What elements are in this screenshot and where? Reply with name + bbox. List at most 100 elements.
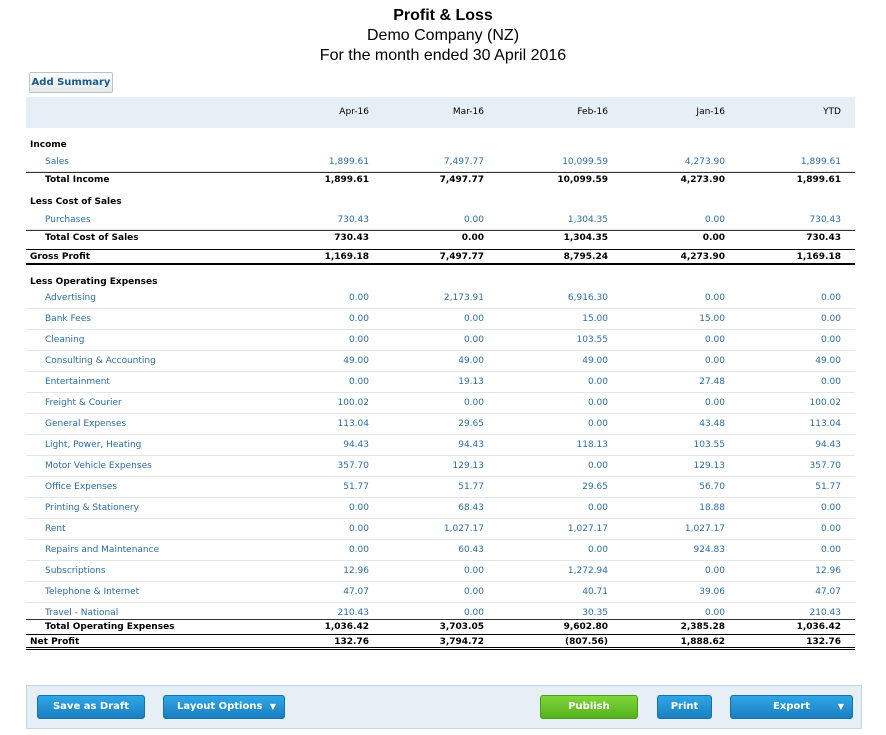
cell-value[interactable]: 0.00 [820,314,841,324]
cell-value[interactable]: 94.43 [343,440,369,450]
cell-value[interactable]: 0.00 [463,608,484,618]
cell-value[interactable]: 357.70 [809,461,842,471]
account-link[interactable]: Cleaning [45,335,85,345]
cell-value[interactable]: 1,899.61 [800,157,841,167]
account-link[interactable]: Bank Fees [45,314,91,324]
account-link[interactable]: Motor Vehicle Expenses [45,461,152,471]
cell-value[interactable]: 0.00 [704,215,725,225]
cell-value[interactable]: 51.77 [815,482,841,492]
cell-value[interactable]: 29.65 [458,419,484,429]
cell-value[interactable]: 129.13 [693,461,726,471]
cell-value[interactable]: 40.71 [582,587,608,597]
cell-value[interactable]: 0.00 [587,377,608,387]
cell-value[interactable]: 0.00 [463,398,484,408]
cell-value[interactable]: 0.00 [704,608,725,618]
cell-value[interactable]: 210.43 [809,608,842,618]
cell-value[interactable]: 0.00 [348,524,369,534]
cell-value[interactable]: 210.43 [337,608,370,618]
cell-value[interactable]: 6,916.30 [567,293,608,303]
cell-value[interactable]: 43.48 [699,419,725,429]
cell-value[interactable]: 0.00 [820,524,841,534]
cell-value[interactable]: 0.00 [587,398,608,408]
cell-value[interactable]: 730.43 [337,215,370,225]
cell-value[interactable]: 0.00 [348,314,369,324]
cell-value[interactable]: 51.77 [343,482,369,492]
cell-value[interactable]: 30.35 [582,608,608,618]
cell-value[interactable]: 94.43 [458,440,484,450]
cell-value[interactable]: 7,497.77 [443,157,484,167]
cell-value[interactable]: 0.00 [348,293,369,303]
cell-value[interactable]: 100.02 [337,398,370,408]
cell-value[interactable]: 0.00 [348,545,369,555]
cell-value[interactable]: 113.04 [337,419,370,429]
table-row[interactable]: Light, Power, Heating 94.43 94.43 118.13 103… [26,435,855,456]
account-link[interactable]: Advertising [45,293,96,303]
account-link[interactable]: Subscriptions [45,566,106,576]
cell-value[interactable]: 103.55 [576,335,609,345]
account-link[interactable]: General Expenses [45,419,127,429]
cell-value[interactable]: 0.00 [820,335,841,345]
account-link[interactable]: Travel - National [45,608,119,618]
table-row[interactable]: Cleaning 0.00 0.00 103.55 0.00 0.00 [26,330,855,351]
cell-value[interactable]: 1,027.17 [443,524,484,534]
cell-value[interactable]: 15.00 [582,314,608,324]
account-link[interactable]: Light, Power, Heating [45,440,142,450]
account-link[interactable]: Sales [45,157,69,167]
account-link[interactable]: Printing & Stationery [45,503,139,513]
cell-value[interactable]: 51.77 [458,482,484,492]
cell-value[interactable]: 0.00 [463,587,484,597]
cell-value[interactable]: 94.43 [815,440,841,450]
cell-value[interactable]: 39.06 [699,587,725,597]
cell-value[interactable]: 19.13 [458,377,484,387]
cell-value[interactable]: 0.00 [348,377,369,387]
cell-value[interactable]: 0.00 [587,503,608,513]
account-link[interactable]: Telephone & Internet [45,587,140,597]
cell-value[interactable]: 0.00 [704,335,725,345]
cell-value[interactable]: 0.00 [820,293,841,303]
cell-value[interactable]: 12.96 [815,566,841,576]
cell-value[interactable]: 0.00 [820,503,841,513]
cell-value[interactable]: 18.88 [699,503,725,513]
table-row[interactable]: Purchases 730.43 0.00 1,304.35 0.00 730.… [26,210,855,230]
cell-value[interactable]: 0.00 [820,377,841,387]
table-row[interactable]: Bank Fees 0.00 0.00 15.00 15.00 0.00 [26,309,855,330]
table-row[interactable]: Consulting & Accounting 49.00 49.00 49.00 0.… [26,351,855,372]
cell-value[interactable]: 0.00 [704,566,725,576]
cell-value[interactable]: 56.70 [699,482,725,492]
account-link[interactable]: Consulting & Accounting [45,356,156,366]
cell-value[interactable]: 103.55 [693,440,726,450]
table-row[interactable]: Motor Vehicle Expenses 357.70 129.13 0.00 12… [26,456,855,477]
export-button[interactable]: Export ▼ [730,695,853,719]
account-link[interactable]: Repairs and Maintenance [45,545,160,555]
cell-value[interactable]: 357.70 [337,461,370,471]
table-row[interactable]: Repairs and Maintenance 0.00 60.43 0.00 924.… [26,540,855,561]
cell-value[interactable]: 60.43 [458,545,484,555]
table-row[interactable]: Advertising 0.00 2,173.91 6,916.30 0.00 0.00 [26,288,855,309]
account-link[interactable]: Purchases [45,215,91,225]
add-summary-button[interactable]: Add Summary [29,72,113,93]
table-row[interactable]: Travel - National 210.43 0.00 30.35 0.00 210.… [26,603,855,619]
table-row[interactable]: Printing & Stationery 0.00 68.43 0.00 18.88 0… [26,498,855,519]
cell-value[interactable]: 1,027.17 [567,524,608,534]
cell-value[interactable]: 100.02 [809,398,842,408]
account-link[interactable]: Entertainment [45,377,110,387]
cell-value[interactable]: 2,173.91 [443,293,484,303]
cell-value[interactable]: 113.04 [809,419,842,429]
print-button[interactable]: Print [657,695,712,719]
cell-value[interactable]: 0.00 [463,335,484,345]
cell-value[interactable]: 0.00 [463,215,484,225]
cell-value[interactable]: 0.00 [704,398,725,408]
cell-value[interactable]: 0.00 [820,545,841,555]
table-row[interactable]: Rent 0.00 1,027.17 1,027.17 1,027.17 0.00 [26,519,855,540]
cell-value[interactable]: 47.07 [343,587,369,597]
cell-value[interactable]: 118.13 [576,440,609,450]
cell-value[interactable]: 924.83 [693,545,726,555]
cell-value[interactable]: 1,272.94 [567,566,608,576]
table-row[interactable]: Sales 1,899.61 7,497.77 10,099.59 4,273.… [26,152,855,172]
cell-value[interactable]: 15.00 [699,314,725,324]
account-link[interactable]: Freight & Courier [45,398,122,408]
cell-value[interactable]: 730.43 [809,215,842,225]
cell-value[interactable]: 49.00 [815,356,841,366]
cell-value[interactable]: 0.00 [463,314,484,324]
table-row[interactable]: Subscriptions 12.96 0.00 1,272.94 0.00 12.96 [26,561,855,582]
